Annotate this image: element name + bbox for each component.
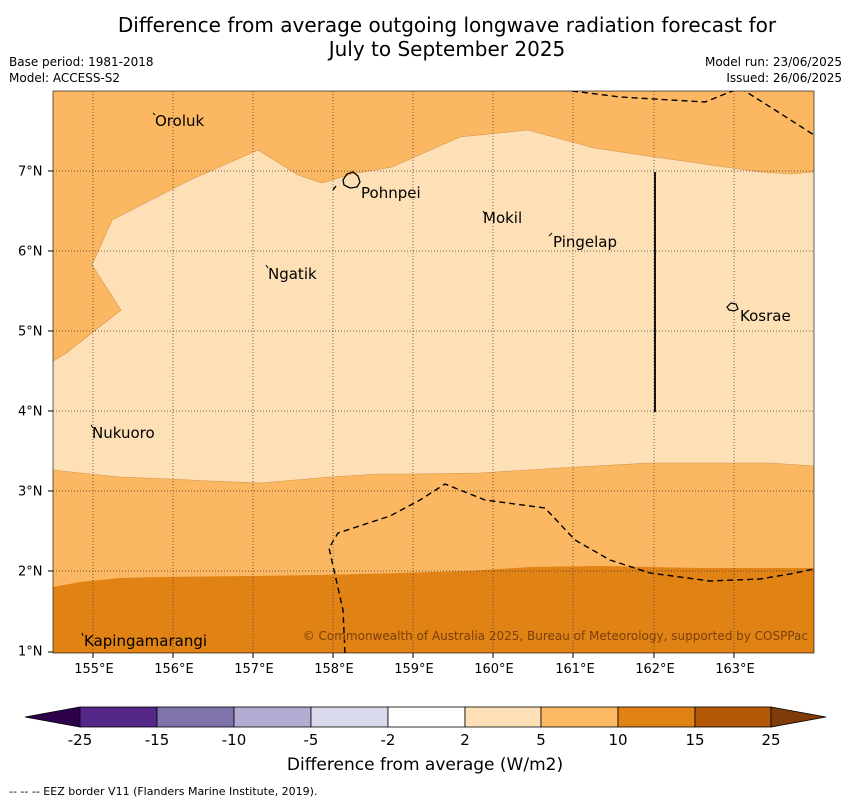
chart-title: Difference from average outgoing longwav… xyxy=(0,13,850,61)
model-run: Model run: 23/06/2025 xyxy=(704,55,842,69)
colorbar-title: Difference from average (W/m2) xyxy=(286,755,564,775)
colorbar-swatch xyxy=(464,706,542,728)
colorbar xyxy=(24,706,827,728)
lon-label: 161°E xyxy=(555,662,595,677)
base-period: Base period: 1981-2018 xyxy=(9,55,154,69)
colorbar-swatch xyxy=(156,706,235,728)
map-fill xyxy=(53,91,814,653)
lon-label: 159°E xyxy=(394,662,434,677)
lat-label: 5°N xyxy=(18,324,43,340)
colorbar-label: 10 xyxy=(608,731,628,749)
place-label: Kapingamarangi xyxy=(84,632,208,650)
colorbar-label: 25 xyxy=(761,731,781,749)
map-frame xyxy=(52,90,815,654)
colorbar-label: -15 xyxy=(144,731,170,749)
colorbar-swatch xyxy=(310,706,389,728)
meta-left: Base period: 1981-2018 Model: ACCESS-S2 xyxy=(9,54,154,86)
title-line-1: Difference from average outgoing longwav… xyxy=(117,13,777,37)
colorbar-label: -2 xyxy=(380,731,396,749)
place-label: Mokil xyxy=(483,209,523,227)
colorbar-label: -5 xyxy=(303,731,319,749)
issued-date: Issued: 26/06/2025 xyxy=(726,71,842,85)
lon-label: 158°E xyxy=(314,662,354,677)
lon-label: 156°E xyxy=(154,662,194,677)
colorbar-swatch xyxy=(540,706,619,728)
graticule xyxy=(53,91,814,653)
colorbar-swatch xyxy=(79,706,158,728)
lat-label: 6°N xyxy=(18,244,43,260)
lon-label: 162°E xyxy=(635,662,675,677)
colorbar-swatch xyxy=(233,706,312,728)
colorbar-label: -10 xyxy=(221,731,247,749)
band-10-to-15 xyxy=(53,566,814,653)
axis-ticks xyxy=(48,170,735,658)
place-label: Ngatik xyxy=(268,265,317,283)
lon-label: 160°E xyxy=(474,662,514,677)
colorbar-label: 5 xyxy=(536,731,546,749)
place-label: Nukuoro xyxy=(92,424,155,442)
place-label: Kosrae xyxy=(740,307,791,325)
colorbar-swatch xyxy=(694,706,772,728)
lon-label: 163°E xyxy=(715,662,755,677)
pohnpei-island-shape xyxy=(342,171,361,189)
eez-footnote: -- -- -- EEZ border V11 (Flanders Marine… xyxy=(9,785,318,798)
lat-label: 1°N xyxy=(18,644,43,660)
model-name: Model: ACCESS-S2 xyxy=(9,71,121,85)
meta-right: Model run: 23/06/2025 Issued: 26/06/2025 xyxy=(705,54,842,86)
colorbar-extend-low xyxy=(24,706,81,728)
colorbar-label: -25 xyxy=(67,731,93,749)
colorbar-label: 2 xyxy=(460,731,470,749)
place-label: Oroluk xyxy=(155,112,205,130)
place-label: Pohnpei xyxy=(361,184,421,202)
kosrae-island-shape xyxy=(726,302,739,312)
lat-label: 2°N xyxy=(18,564,43,580)
colorbar-swatch xyxy=(387,706,466,728)
title-line-2: July to September 2025 xyxy=(328,37,566,61)
colorbar-extend-high xyxy=(770,706,827,728)
lat-label: 3°N xyxy=(18,484,43,500)
lon-label: 155°E xyxy=(74,662,114,677)
band-2-to-5 xyxy=(53,130,814,483)
copyright-notice: © Commonwealth of Australia 2025, Bureau… xyxy=(302,629,808,643)
colorbar-label: 15 xyxy=(685,731,705,749)
lat-label: 4°N xyxy=(18,404,43,420)
colorbar-swatch xyxy=(617,706,696,728)
atoll-markers xyxy=(81,112,553,637)
lat-label: 7°N xyxy=(18,164,43,180)
place-label: Pingelap xyxy=(553,233,618,251)
eez-border xyxy=(328,91,814,653)
lon-label: 157°E xyxy=(234,662,274,677)
